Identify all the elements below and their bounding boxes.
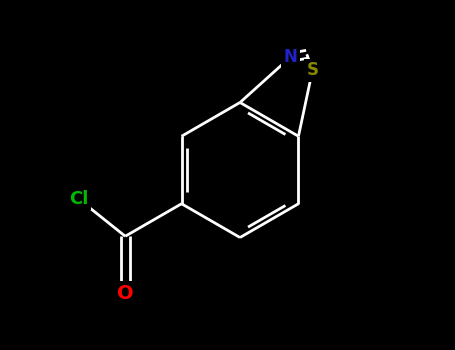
Text: O: O (117, 284, 134, 303)
Text: Cl: Cl (69, 190, 88, 208)
Text: S: S (307, 61, 318, 79)
Text: N: N (283, 48, 297, 66)
